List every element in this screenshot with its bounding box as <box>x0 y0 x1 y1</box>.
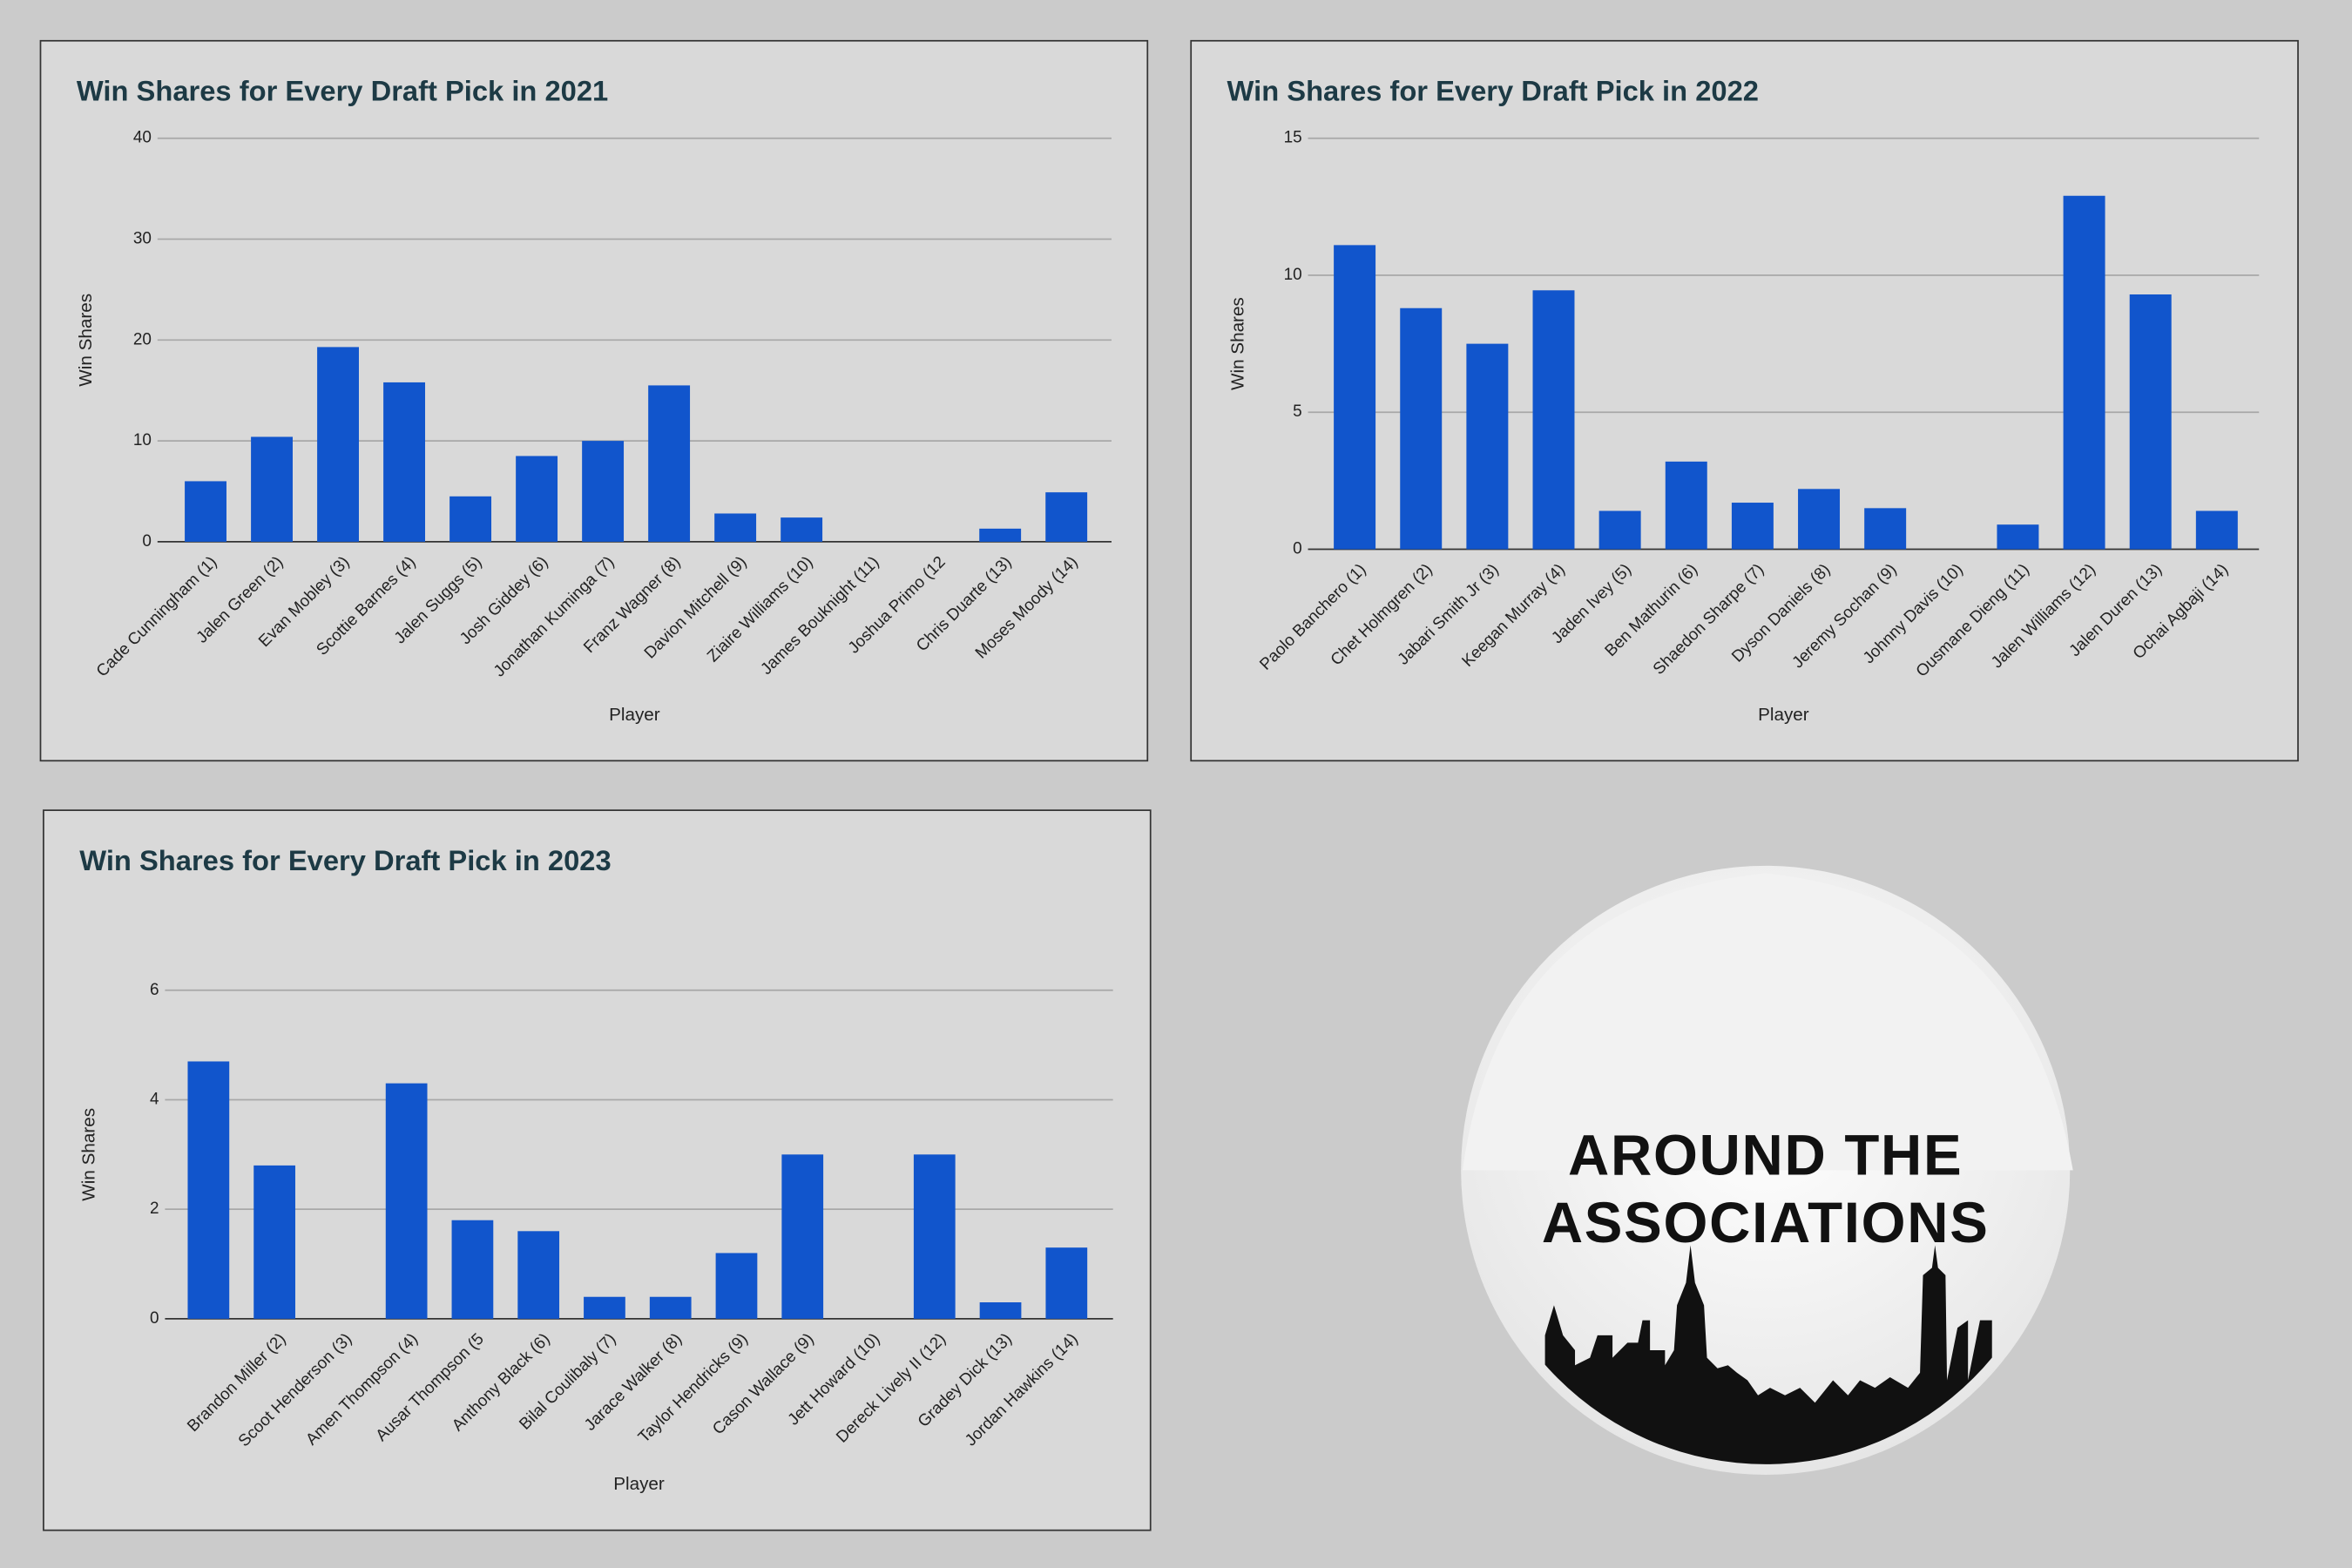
bar <box>714 513 757 542</box>
bar <box>385 1083 428 1319</box>
chart-panel: Win Shares for Every Draft Pick in 2022 0… <box>1190 39 2299 762</box>
y-tick-label: 2 <box>150 1200 159 1218</box>
bar <box>185 481 226 542</box>
bar <box>517 1231 560 1319</box>
x-axis-title: Player <box>1758 705 1809 725</box>
bar <box>1400 308 1443 550</box>
y-tick-label: 0 <box>1293 540 1302 558</box>
bar <box>1598 510 1641 550</box>
bar <box>383 382 426 542</box>
bar <box>187 1061 230 1319</box>
bar <box>1466 343 1509 550</box>
y-tick-label: 0 <box>142 532 152 551</box>
bar <box>781 517 823 542</box>
y-tick-label: 10 <box>1284 266 1302 284</box>
y-axis-title: Win Shares <box>1227 297 1247 390</box>
charts: Win Shares for Every Draft Pick in 2021 0… <box>39 39 2299 1531</box>
y-tick-label: 30 <box>133 230 152 248</box>
y-tick-label: 0 <box>150 1309 159 1328</box>
y-tick-label: 10 <box>133 431 152 449</box>
bar <box>1731 503 1774 550</box>
y-tick-label: 15 <box>1284 129 1302 147</box>
bar <box>584 1296 625 1319</box>
chart-title: Win Shares for Every Draft Pick in 2022 <box>1227 75 1759 107</box>
logo-skyline <box>1544 1245 2011 1464</box>
bar <box>1045 1247 1088 1319</box>
bar <box>979 1302 1022 1319</box>
bar <box>715 1253 758 1319</box>
x-axis-title: Player <box>609 705 660 725</box>
chart-title: Win Shares for Every Draft Pick in 2021 <box>77 75 608 107</box>
bar <box>2195 510 2238 550</box>
bar <box>1864 508 1907 550</box>
chart-panel: Win Shares for Every Draft Pick in 2021 0… <box>39 39 1149 762</box>
y-tick-label: 4 <box>150 1090 159 1108</box>
bar <box>1334 245 1376 550</box>
logo-cap <box>1462 873 2073 1171</box>
bar <box>317 347 359 542</box>
bar <box>649 1296 692 1319</box>
panel-background <box>1190 39 2299 762</box>
bar <box>913 1154 956 1319</box>
logo: AROUND THE ASSOCIATIONS <box>1461 865 2073 1475</box>
bar <box>451 1220 494 1319</box>
bar <box>1798 489 1841 550</box>
bar <box>648 385 691 542</box>
panel-background <box>39 39 1149 762</box>
y-tick-label: 40 <box>133 129 152 147</box>
y-axis-title: Win Shares <box>76 294 96 387</box>
y-tick-label: 6 <box>150 981 159 999</box>
x-axis-title: Player <box>613 1474 665 1494</box>
y-tick-label: 20 <box>133 330 152 348</box>
bar <box>253 1165 295 1319</box>
bar <box>1532 290 1575 550</box>
logo-line: AROUND THE <box>1568 1124 1963 1187</box>
bar <box>1665 461 1707 550</box>
chart-panel: Win Shares for Every Draft Pick in 2023 0… <box>43 809 1152 1531</box>
bar <box>582 441 625 542</box>
y-tick-label: 5 <box>1293 402 1302 421</box>
bar <box>2129 294 2172 550</box>
chart-title: Win Shares for Every Draft Pick in 2023 <box>79 844 611 876</box>
bar <box>1997 524 2039 550</box>
bar <box>781 1154 824 1319</box>
bar <box>251 436 293 542</box>
bar <box>979 528 1022 542</box>
bar <box>2063 195 2105 550</box>
logo-line: ASSOCIATIONS <box>1542 1191 1990 1254</box>
bar <box>516 456 558 542</box>
y-axis-title: Win Shares <box>78 1108 98 1201</box>
bar <box>1045 492 1088 542</box>
bar <box>449 496 492 542</box>
